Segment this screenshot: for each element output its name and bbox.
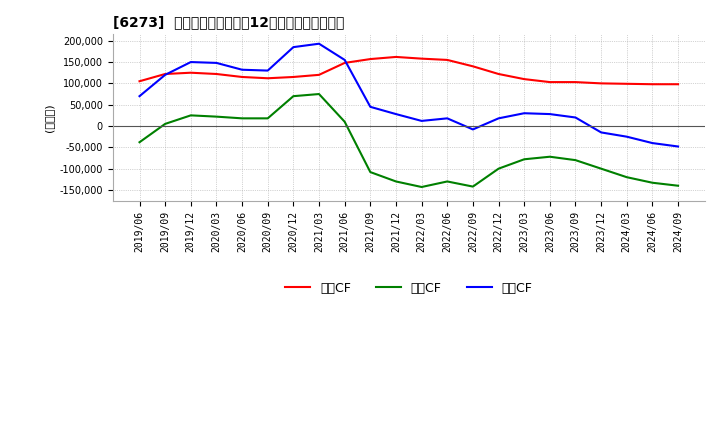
投資CF — [623, 175, 631, 180]
投資CF — [392, 179, 400, 184]
投資CF — [341, 119, 349, 125]
フリCF — [341, 57, 349, 62]
Y-axis label: (百万円): (百万円) — [44, 103, 54, 132]
投資CF — [366, 169, 374, 175]
フリCF — [212, 60, 221, 66]
投資CF — [135, 139, 144, 145]
営業CF — [238, 74, 246, 80]
フリCF — [366, 104, 374, 110]
フリCF — [135, 94, 144, 99]
営業CF — [623, 81, 631, 86]
営業CF — [597, 81, 606, 86]
投資CF — [648, 180, 657, 185]
営業CF — [366, 56, 374, 62]
フリCF — [238, 67, 246, 72]
営業CF — [341, 60, 349, 66]
Line: フリCF: フリCF — [140, 44, 678, 147]
フリCF — [469, 127, 477, 132]
投資CF — [186, 113, 195, 118]
営業CF — [315, 72, 323, 77]
投資CF — [443, 179, 451, 184]
営業CF — [186, 70, 195, 75]
フリCF — [648, 140, 657, 146]
営業CF — [212, 71, 221, 77]
フリCF — [546, 111, 554, 117]
フリCF — [443, 116, 451, 121]
営業CF — [469, 64, 477, 69]
投資CF — [212, 114, 221, 119]
フリCF — [597, 130, 606, 135]
営業CF — [494, 71, 503, 77]
投資CF — [571, 158, 580, 163]
営業CF — [520, 77, 528, 82]
フリCF — [392, 111, 400, 117]
営業CF — [674, 81, 683, 87]
投資CF — [674, 183, 683, 188]
営業CF — [648, 81, 657, 87]
投資CF — [238, 116, 246, 121]
フリCF — [520, 110, 528, 116]
投資CF — [161, 121, 169, 127]
投資CF — [597, 166, 606, 171]
投資CF — [546, 154, 554, 159]
営業CF — [264, 76, 272, 81]
Line: 投資CF: 投資CF — [140, 94, 678, 187]
投資CF — [264, 116, 272, 121]
フリCF — [264, 68, 272, 73]
営業CF — [418, 56, 426, 61]
フリCF — [418, 118, 426, 124]
Line: 営業CF: 営業CF — [140, 57, 678, 84]
フリCF — [494, 116, 503, 121]
投資CF — [289, 94, 297, 99]
投資CF — [418, 184, 426, 190]
営業CF — [443, 57, 451, 62]
フリCF — [623, 134, 631, 139]
フリCF — [315, 41, 323, 46]
投資CF — [469, 184, 477, 189]
フリCF — [571, 115, 580, 120]
フリCF — [674, 144, 683, 149]
フリCF — [289, 44, 297, 50]
営業CF — [571, 80, 580, 85]
営業CF — [161, 71, 169, 77]
投資CF — [494, 166, 503, 171]
Text: [6273]  キャッシュフローの12か月移動合計の推移: [6273] キャッシュフローの12か月移動合計の推移 — [112, 15, 344, 29]
フリCF — [161, 72, 169, 77]
営業CF — [289, 74, 297, 80]
営業CF — [392, 54, 400, 59]
営業CF — [135, 79, 144, 84]
投資CF — [520, 157, 528, 162]
投資CF — [315, 92, 323, 97]
フリCF — [186, 59, 195, 65]
Legend: 営業CF, 投資CF, フリCF: 営業CF, 投資CF, フリCF — [280, 277, 538, 300]
営業CF — [546, 80, 554, 85]
